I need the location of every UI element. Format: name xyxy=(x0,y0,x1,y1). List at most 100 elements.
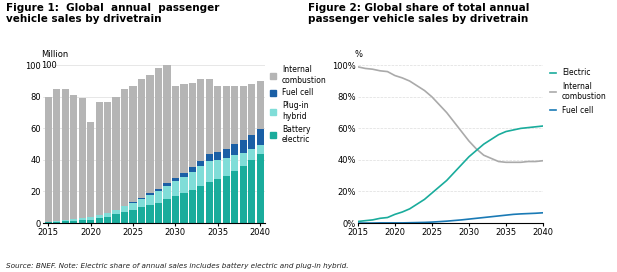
Bar xyxy=(164,186,170,199)
Text: Figure 2: Global share of total annual
passenger vehicle sales by drivetrain: Figure 2: Global share of total annual p… xyxy=(308,3,530,24)
Text: Source: BNEF. Note: Electric share of annual sales includes battery electric and: Source: BNEF. Note: Electric share of an… xyxy=(6,263,349,269)
Bar xyxy=(257,154,264,223)
Bar xyxy=(214,179,222,223)
Bar xyxy=(214,152,222,160)
Bar xyxy=(53,89,60,221)
Bar xyxy=(231,171,238,223)
Bar xyxy=(53,222,60,223)
Bar xyxy=(155,191,162,203)
Bar xyxy=(197,161,204,166)
Bar xyxy=(248,84,255,135)
Bar xyxy=(205,154,213,161)
Bar xyxy=(205,182,213,223)
Bar xyxy=(214,86,222,152)
Bar xyxy=(155,189,162,191)
Bar xyxy=(104,213,111,217)
Text: 100: 100 xyxy=(41,61,57,70)
Bar xyxy=(87,217,94,220)
Bar xyxy=(87,220,94,223)
Bar xyxy=(223,158,230,176)
Bar xyxy=(172,86,179,178)
Bar xyxy=(231,155,238,171)
Bar xyxy=(164,199,170,223)
Bar xyxy=(130,86,136,202)
Bar xyxy=(164,64,170,183)
Bar xyxy=(112,210,120,214)
Legend: Internal
combustion, Fuel cell, Plug-in
hybrid, Battery
electric: Internal combustion, Fuel cell, Plug-in … xyxy=(270,65,327,144)
Bar xyxy=(138,207,145,223)
Bar xyxy=(53,221,60,222)
Bar xyxy=(189,190,196,223)
Bar xyxy=(172,181,179,196)
Bar xyxy=(223,149,230,158)
Bar xyxy=(155,203,162,223)
Text: Million: Million xyxy=(41,50,68,58)
Bar xyxy=(257,129,264,145)
Bar xyxy=(257,81,264,129)
Bar xyxy=(214,160,222,179)
Bar xyxy=(180,84,188,172)
Bar xyxy=(155,69,162,189)
Bar xyxy=(112,214,120,223)
Bar xyxy=(197,186,204,223)
Bar xyxy=(62,220,69,221)
Bar xyxy=(78,98,86,218)
Bar xyxy=(87,122,94,217)
Bar xyxy=(257,145,264,154)
Bar xyxy=(96,215,103,218)
Bar xyxy=(223,176,230,223)
Bar xyxy=(121,212,128,223)
Bar xyxy=(44,222,52,223)
Bar xyxy=(180,172,188,177)
Bar xyxy=(248,160,255,223)
Bar xyxy=(130,203,136,210)
Bar xyxy=(172,178,179,181)
Bar xyxy=(223,86,230,149)
Bar xyxy=(248,135,255,149)
Bar xyxy=(70,95,77,219)
Bar xyxy=(96,218,103,223)
Bar xyxy=(239,140,247,153)
Bar xyxy=(189,167,196,172)
Bar xyxy=(44,97,52,222)
Bar xyxy=(197,79,204,161)
Text: %: % xyxy=(354,50,362,58)
Bar xyxy=(248,149,255,160)
Bar xyxy=(146,193,154,195)
Bar xyxy=(121,89,128,206)
Bar xyxy=(146,75,154,193)
Bar xyxy=(138,199,145,207)
Bar xyxy=(78,220,86,223)
Bar xyxy=(104,217,111,223)
Bar xyxy=(239,166,247,223)
Legend: Electric, Internal
combustion, Fuel cell: Electric, Internal combustion, Fuel cell xyxy=(547,65,610,118)
Bar xyxy=(112,97,120,210)
Bar xyxy=(146,195,154,205)
Bar xyxy=(70,221,77,223)
Bar xyxy=(130,202,136,203)
Bar xyxy=(62,89,69,220)
Bar xyxy=(189,83,196,167)
Bar xyxy=(138,198,145,199)
Bar xyxy=(130,210,136,223)
Bar xyxy=(172,196,179,223)
Bar xyxy=(78,218,86,220)
Bar xyxy=(62,221,69,223)
Bar xyxy=(180,177,188,193)
Bar xyxy=(239,153,247,166)
Text: Figure 1:  Global  annual  passenger
vehicle sales by drivetrain: Figure 1: Global annual passenger vehicl… xyxy=(6,3,220,24)
Bar xyxy=(231,86,238,144)
Bar xyxy=(121,206,128,212)
Bar xyxy=(146,205,154,223)
Bar xyxy=(164,183,170,186)
Bar xyxy=(189,172,196,190)
Bar xyxy=(231,144,238,155)
Bar xyxy=(205,161,213,182)
Bar xyxy=(138,79,145,198)
Bar xyxy=(180,193,188,223)
Bar xyxy=(197,166,204,186)
Bar xyxy=(96,101,103,215)
Bar xyxy=(104,101,111,213)
Bar xyxy=(239,86,247,140)
Bar xyxy=(205,79,213,154)
